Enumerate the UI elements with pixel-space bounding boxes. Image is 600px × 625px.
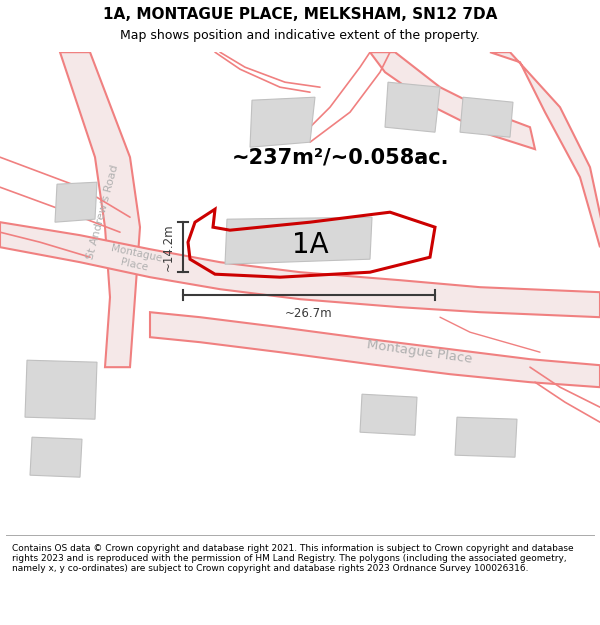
Polygon shape xyxy=(60,52,140,367)
Polygon shape xyxy=(0,222,600,317)
Polygon shape xyxy=(25,360,97,419)
Polygon shape xyxy=(360,394,417,435)
Text: Contains OS data © Crown copyright and database right 2021. This information is : Contains OS data © Crown copyright and d… xyxy=(12,544,574,573)
Text: Montague
Place: Montague Place xyxy=(107,244,163,275)
Polygon shape xyxy=(490,52,600,247)
Polygon shape xyxy=(55,182,97,222)
Text: ~237m²/~0.058ac.: ~237m²/~0.058ac. xyxy=(231,147,449,167)
Text: ~26.7m: ~26.7m xyxy=(285,307,333,320)
Text: 1A, MONTAGUE PLACE, MELKSHAM, SN12 7DA: 1A, MONTAGUE PLACE, MELKSHAM, SN12 7DA xyxy=(103,6,497,21)
Polygon shape xyxy=(370,52,535,149)
Polygon shape xyxy=(385,82,440,132)
Text: ~14.2m: ~14.2m xyxy=(162,223,175,271)
Polygon shape xyxy=(225,217,372,264)
Polygon shape xyxy=(30,438,82,478)
Text: 1A: 1A xyxy=(292,231,328,259)
Text: Montague Place: Montague Place xyxy=(367,338,473,366)
Polygon shape xyxy=(150,312,600,387)
Text: Map shows position and indicative extent of the property.: Map shows position and indicative extent… xyxy=(120,29,480,42)
Polygon shape xyxy=(250,97,315,147)
Polygon shape xyxy=(460,97,513,137)
Polygon shape xyxy=(455,418,517,457)
Text: St Andrew's Road: St Andrew's Road xyxy=(86,164,121,261)
